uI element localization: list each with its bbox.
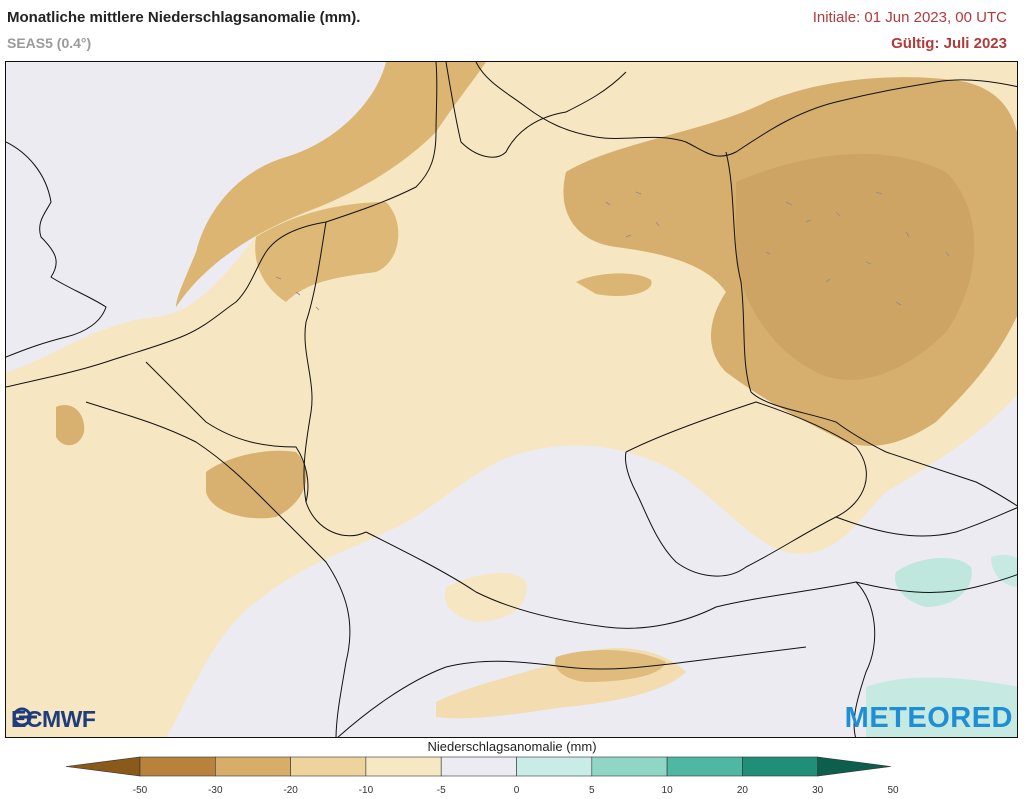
anomaly-zone-moderate-dry-northwest — [176, 62, 486, 307]
colorbar-tick-label: 0 — [514, 785, 520, 796]
colorbar-segment — [290, 756, 367, 777]
map-title: Monatliche mittlere Niederschlagsanomali… — [7, 9, 361, 26]
coastline-baltic — [475, 62, 1017, 157]
colorbar-tick-label: -5 — [437, 785, 446, 796]
anomaly-zone-moderate-dry-belgium — [206, 450, 307, 519]
colorbar-segment — [516, 756, 593, 777]
border-austria — [365, 531, 876, 737]
anomaly-zone-strong-dry-east — [736, 153, 975, 380]
colorbar-segments — [65, 756, 891, 777]
colorbar-segment — [139, 756, 216, 777]
border-hungary — [855, 574, 1017, 593]
border-germany-east — [725, 151, 887, 453]
colorbar-extend-high — [817, 756, 891, 777]
colorbar-tick-label: 30 — [812, 785, 824, 796]
map-canvas — [6, 62, 1017, 737]
colorbar-tick-label: 10 — [662, 785, 674, 796]
border-alps — [337, 646, 807, 737]
precipitation-anomaly-map: ECMWF METEORED — [5, 61, 1018, 738]
colorbar-segment — [742, 756, 819, 777]
colorbar-segment — [591, 756, 668, 777]
colorbar-tick-label: -10 — [359, 785, 374, 796]
border-czechia — [625, 401, 867, 577]
anomaly-zone-moderate-dry-center — [576, 273, 652, 297]
colorbar-legend: -50 -30 -20 -10 -5 0 5 10 20 30 50 — [65, 756, 899, 796]
colorbar-segment — [365, 756, 442, 777]
colorbar-tick-label: 5 — [589, 785, 595, 796]
border-slovakia — [835, 507, 1017, 537]
initialization-time: Initiale: 01 Jun 2023, 00 UTC — [812, 9, 1007, 26]
colorbar-tick-label: 50 — [887, 785, 899, 796]
ecmwf-logo-icon — [12, 707, 37, 727]
anomaly-zone-moderate-dry-west — [56, 404, 85, 446]
colorbar-ticks: -50 -30 -20 -10 -5 0 5 10 20 30 50 — [133, 785, 899, 796]
coastline-great-britain — [6, 141, 107, 358]
colorbar-tick-label: -30 — [208, 785, 223, 796]
coastline-denmark — [445, 62, 627, 158]
meteored-logo: METEORED — [844, 702, 1013, 734]
legend-title: Niederschlagsanomalie (mm) — [427, 739, 597, 754]
colorbar-tick-label: 20 — [737, 785, 749, 796]
colorbar-segment — [666, 756, 743, 777]
colorbar-tick-label: -50 — [133, 785, 148, 796]
valid-period: Gültig: Juli 2023 — [891, 35, 1007, 52]
border-poland-south — [885, 451, 1017, 507]
ecmwf-logo: ECMWF — [11, 706, 96, 732]
colorbar-segment — [215, 756, 291, 777]
border-france — [85, 401, 351, 737]
anomaly-zone-moderate-dry-netherlands — [255, 202, 399, 302]
model-label: SEAS5 (0.4°) — [7, 35, 92, 51]
border-belgium — [145, 361, 309, 503]
anomaly-zone-light-wet-east-edge — [991, 554, 1017, 587]
colorbar-tick-label: -20 — [283, 785, 298, 796]
colorbar-extend-low — [65, 756, 141, 777]
lakes — [275, 191, 950, 311]
anomaly-zone-moderate-dry-alps — [555, 650, 666, 682]
colorbar-segment — [440, 756, 517, 777]
anomaly-zone-light-wet-southeast-2 — [866, 677, 1017, 737]
coastline-continent — [6, 62, 438, 388]
anomaly-zone-light-wet-southeast — [895, 557, 972, 607]
border-germany-west — [303, 221, 367, 537]
